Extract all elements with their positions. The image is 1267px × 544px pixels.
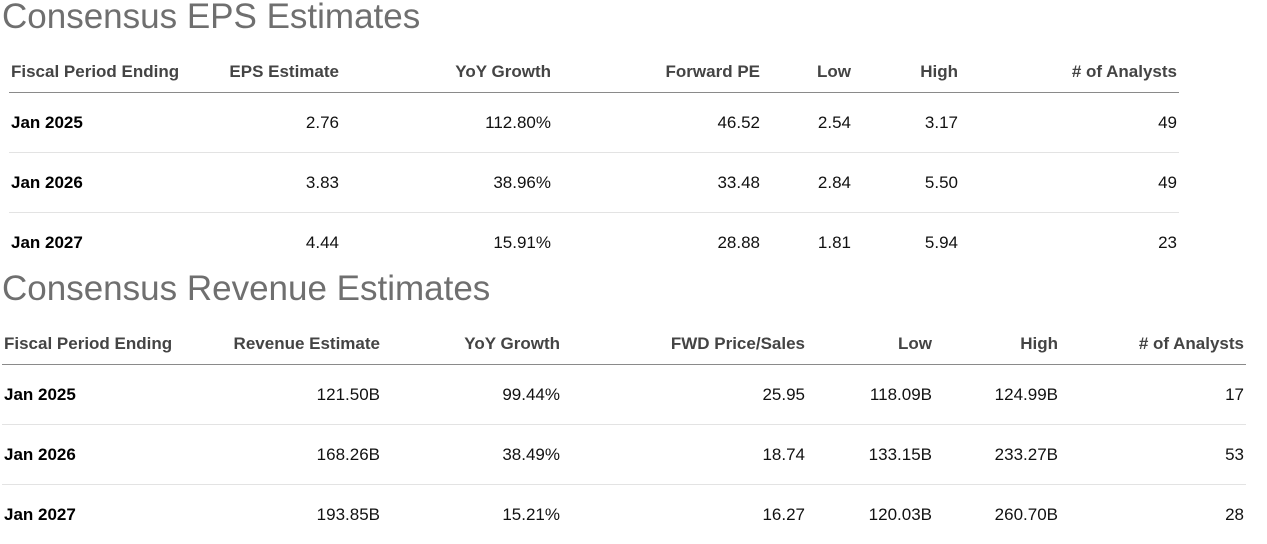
high-cell: 260.70B	[934, 485, 1060, 544]
fwd-price-sales-cell: 18.74	[562, 425, 807, 485]
table-row: Jan 2025 121.50B 99.44% 25.95 118.09B 12…	[2, 365, 1246, 425]
column-header-high: High	[853, 52, 960, 93]
forward-pe-cell: 46.52	[553, 93, 762, 153]
low-cell: 120.03B	[807, 485, 934, 544]
column-header-eps-estimate: EPS Estimate	[189, 52, 341, 93]
column-header-period: Fiscal Period Ending	[2, 324, 192, 365]
table-row: Jan 2026 3.83 38.96% 33.48 2.84 5.50 49	[9, 153, 1179, 213]
analysts-cell: 49	[960, 93, 1179, 153]
analysts-cell: 17	[1060, 365, 1246, 425]
forward-pe-cell: 33.48	[553, 153, 762, 213]
yoy-growth-cell: 99.44%	[382, 365, 562, 425]
analysts-cell: 49	[960, 153, 1179, 213]
table-row: Jan 2027 193.85B 15.21% 16.27 120.03B 26…	[2, 485, 1246, 544]
column-header-period: Fiscal Period Ending	[9, 52, 189, 93]
yoy-growth-cell: 38.96%	[341, 153, 553, 213]
high-cell: 5.50	[853, 153, 960, 213]
analysts-cell: 53	[1060, 425, 1246, 485]
period-cell: Jan 2025	[2, 365, 192, 425]
column-header-high: High	[934, 324, 1060, 365]
low-cell: 2.84	[762, 153, 853, 213]
yoy-growth-cell: 15.21%	[382, 485, 562, 544]
column-header-analysts: # of Analysts	[960, 52, 1179, 93]
eps-estimate-cell: 3.83	[189, 153, 341, 213]
table-header-row: Fiscal Period Ending EPS Estimate YoY Gr…	[9, 52, 1179, 93]
yoy-growth-cell: 15.91%	[341, 213, 553, 273]
eps-estimate-cell: 4.44	[189, 213, 341, 273]
eps-estimate-cell: 2.76	[189, 93, 341, 153]
table-row: Jan 2027 4.44 15.91% 28.88 1.81 5.94 23	[9, 213, 1179, 273]
revenue-estimate-cell: 121.50B	[192, 365, 382, 425]
eps-section-title: Consensus EPS Estimates	[2, 0, 420, 37]
high-cell: 124.99B	[934, 365, 1060, 425]
eps-estimates-table: Fiscal Period Ending EPS Estimate YoY Gr…	[9, 52, 1179, 272]
period-cell: Jan 2026	[9, 153, 189, 213]
column-header-revenue-estimate: Revenue Estimate	[192, 324, 382, 365]
analysts-cell: 23	[960, 213, 1179, 273]
low-cell: 1.81	[762, 213, 853, 273]
forward-pe-cell: 28.88	[553, 213, 762, 273]
fwd-price-sales-cell: 25.95	[562, 365, 807, 425]
column-header-fwd-price-sales: FWD Price/Sales	[562, 324, 807, 365]
revenue-estimate-cell: 168.26B	[192, 425, 382, 485]
column-header-low: Low	[807, 324, 934, 365]
column-header-low: Low	[762, 52, 853, 93]
low-cell: 118.09B	[807, 365, 934, 425]
period-cell: Jan 2027	[2, 485, 192, 544]
table-row: Jan 2026 168.26B 38.49% 18.74 133.15B 23…	[2, 425, 1246, 485]
high-cell: 233.27B	[934, 425, 1060, 485]
low-cell: 133.15B	[807, 425, 934, 485]
revenue-estimates-table: Fiscal Period Ending Revenue Estimate Yo…	[2, 324, 1246, 544]
column-header-yoy-growth: YoY Growth	[382, 324, 562, 365]
high-cell: 5.94	[853, 213, 960, 273]
period-cell: Jan 2025	[9, 93, 189, 153]
fwd-price-sales-cell: 16.27	[562, 485, 807, 544]
yoy-growth-cell: 112.80%	[341, 93, 553, 153]
period-cell: Jan 2027	[9, 213, 189, 273]
period-cell: Jan 2026	[2, 425, 192, 485]
yoy-growth-cell: 38.49%	[382, 425, 562, 485]
high-cell: 3.17	[853, 93, 960, 153]
table-header-row: Fiscal Period Ending Revenue Estimate Yo…	[2, 324, 1246, 365]
revenue-section-title: Consensus Revenue Estimates	[2, 269, 490, 309]
revenue-estimate-cell: 193.85B	[192, 485, 382, 544]
low-cell: 2.54	[762, 93, 853, 153]
table-row: Jan 2025 2.76 112.80% 46.52 2.54 3.17 49	[9, 93, 1179, 153]
analysts-cell: 28	[1060, 485, 1246, 544]
column-header-analysts: # of Analysts	[1060, 324, 1246, 365]
column-header-forward-pe: Forward PE	[553, 52, 762, 93]
column-header-yoy-growth: YoY Growth	[341, 52, 553, 93]
